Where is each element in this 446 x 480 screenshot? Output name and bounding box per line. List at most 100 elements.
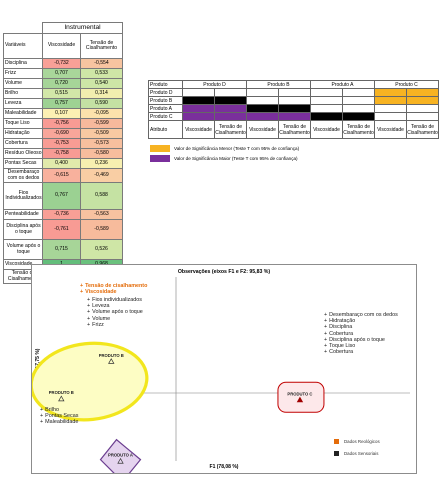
significance-table: Produto Produto D Produto B Produto A Pr… [148, 80, 439, 139]
sig-cell [406, 96, 439, 105]
var-label: Cobertura [324, 331, 398, 337]
var-label: Frizz [87, 322, 143, 328]
table-row: Brilho 0,515 0,314 [3, 88, 123, 99]
sig-cell [278, 88, 311, 97]
corr-value-viscosity: 0,720 [42, 78, 81, 89]
corr-value-shear: -0,469 [80, 168, 123, 183]
legend-item-lower: Valor de Significância Menor (Teste T co… [150, 145, 299, 152]
variable-name: Maleabilidade [3, 108, 43, 119]
corr-value-shear: -0,599 [80, 118, 123, 129]
variable-name: Cobertura [3, 138, 43, 149]
observation-point [296, 396, 304, 403]
variable-name: Fios Individualizados [3, 182, 43, 210]
sig-row-label: Produto D [148, 88, 183, 97]
sig-cell [214, 88, 247, 97]
observation-label: PRODUTO A [108, 453, 133, 458]
corr-value-shear: -0,095 [80, 108, 123, 119]
observation-point [58, 395, 65, 402]
correlation-table: Instrumental Variáveis Viscosidade Tensã… [3, 22, 123, 284]
sig-row: Produto B [148, 96, 439, 105]
observation-point [117, 457, 124, 464]
sig-cell [406, 112, 439, 121]
corr-value-viscosity: -0,756 [42, 118, 81, 129]
variable-name: Pontas Secas [3, 158, 43, 169]
sig-attr: Tensão de Cisalhamento [214, 120, 247, 139]
sig-cell [278, 96, 311, 105]
sig-product-header: Produto A [310, 80, 375, 89]
var-label: Leveza [87, 303, 143, 309]
corr-value-viscosity: -0,753 [42, 138, 81, 149]
table-row: Resíduo Oleoso -0,758 -0,580 [3, 148, 123, 159]
var-label: Tensão de cisalhamento [80, 283, 147, 289]
variable-name: Disciplina após o toque [3, 219, 43, 240]
variables-top-left-sensorial: Fios individualizados Leveza Volume após… [87, 297, 143, 328]
table-row: Volume 0,720 0,540 [3, 78, 123, 89]
pca-svg: Observações (eixos F1 e F2: 95,83 %) F1 (… [32, 269, 410, 473]
observation-point [108, 358, 115, 364]
variables-header: Variáveis [3, 33, 43, 59]
sig-attr-label: Atributo [148, 120, 183, 139]
corr-value-shear: -0,573 [80, 138, 123, 149]
variable-name: Brilho [3, 88, 43, 99]
corr-value-viscosity: 0,767 [42, 182, 81, 210]
legend-label: Dados Sensoriais [344, 451, 379, 456]
corr-value-shear: 0,540 [80, 78, 123, 89]
table-row: Cobertura -0,753 -0,573 [3, 138, 123, 149]
sig-cell [246, 96, 279, 105]
table-row: Frizz 0,707 0,533 [3, 68, 123, 79]
chart-title: Observações (eixos F1 e F2: 95,83 %) [178, 269, 271, 275]
table-row: Hidratação -0,690 -0,509 [3, 128, 123, 139]
sig-cell [310, 88, 343, 97]
table-row: Fios Individualizados 0,767 0,588 [3, 182, 123, 210]
sig-cell [214, 104, 247, 113]
sig-cell [214, 112, 247, 121]
variable-name: Volume após o toque [3, 239, 43, 260]
var-label: Toque Liso [324, 343, 398, 349]
table-row: Leveza 0,757 0,590 [3, 98, 123, 109]
x-axis-label: F1 (78,08 %) [210, 464, 239, 470]
var-label: Hidratação [324, 318, 398, 324]
var-label: Pontas Secas [40, 413, 78, 419]
sig-cell [310, 104, 343, 113]
sig-attr: Viscosidade [182, 120, 215, 139]
corr-value-shear: 0,588 [80, 182, 123, 210]
corr-value-shear: 0,236 [80, 158, 123, 169]
legend-label: Dados Reológicos [344, 439, 380, 444]
legend-swatch [334, 451, 339, 456]
sig-product-header: Produto D [182, 80, 247, 89]
cluster-diamond-purple [99, 438, 142, 473]
variable-name: Desembaraço com os dedos [3, 168, 43, 183]
variable-name: Leveza [3, 98, 43, 109]
sig-cell [374, 104, 407, 113]
sig-attr: Tensão de Cisalhamento [278, 120, 311, 139]
corr-value-viscosity: -0,732 [42, 58, 81, 69]
table-row: Disciplina -0,732 -0,554 [3, 58, 123, 69]
legend-text: Valor de Significância Maior (Teste T co… [174, 156, 298, 161]
table-row: Pontas Secas 0,400 0,236 [3, 158, 123, 169]
observation-label: PRODUTO C [287, 391, 312, 396]
var-label: Volume [87, 316, 143, 322]
sig-attr: Tensão de Cisalhamento [406, 120, 439, 139]
col-header-shear: Tensão de Cisalhamento [80, 33, 123, 59]
sig-row: Produto A [148, 104, 439, 113]
var-label: Disciplina [324, 324, 398, 330]
variables-top-right: Desembaraço com os dedos Hidratação Disc… [324, 312, 398, 355]
corr-value-shear: 0,590 [80, 98, 123, 109]
sig-attr: Viscosidade [310, 120, 343, 139]
table-row: Disciplina após o toque -0,761 -0,589 [3, 219, 123, 240]
sig-cell [182, 96, 215, 105]
variable-name: Penteabilidade [3, 209, 43, 220]
sig-cell [406, 104, 439, 113]
sig-cell [214, 96, 247, 105]
sig-corner: Produto [148, 80, 183, 89]
observation-label: PRODUTO B [49, 390, 74, 395]
legend-item-higher: Valor de Significância Maior (Teste T co… [150, 155, 298, 162]
col-header-viscosity: Viscosidade [42, 33, 81, 59]
sig-row: Produto D [148, 88, 439, 97]
variables-top-left-rheological: Tensão de cisalhamento Viscosidade [80, 283, 147, 295]
variable-name: Hidratação [3, 128, 43, 139]
observation-label: PRODUTO B [99, 353, 124, 358]
sig-cell [406, 88, 439, 97]
sig-cell [182, 88, 215, 97]
sig-cell [246, 112, 279, 121]
